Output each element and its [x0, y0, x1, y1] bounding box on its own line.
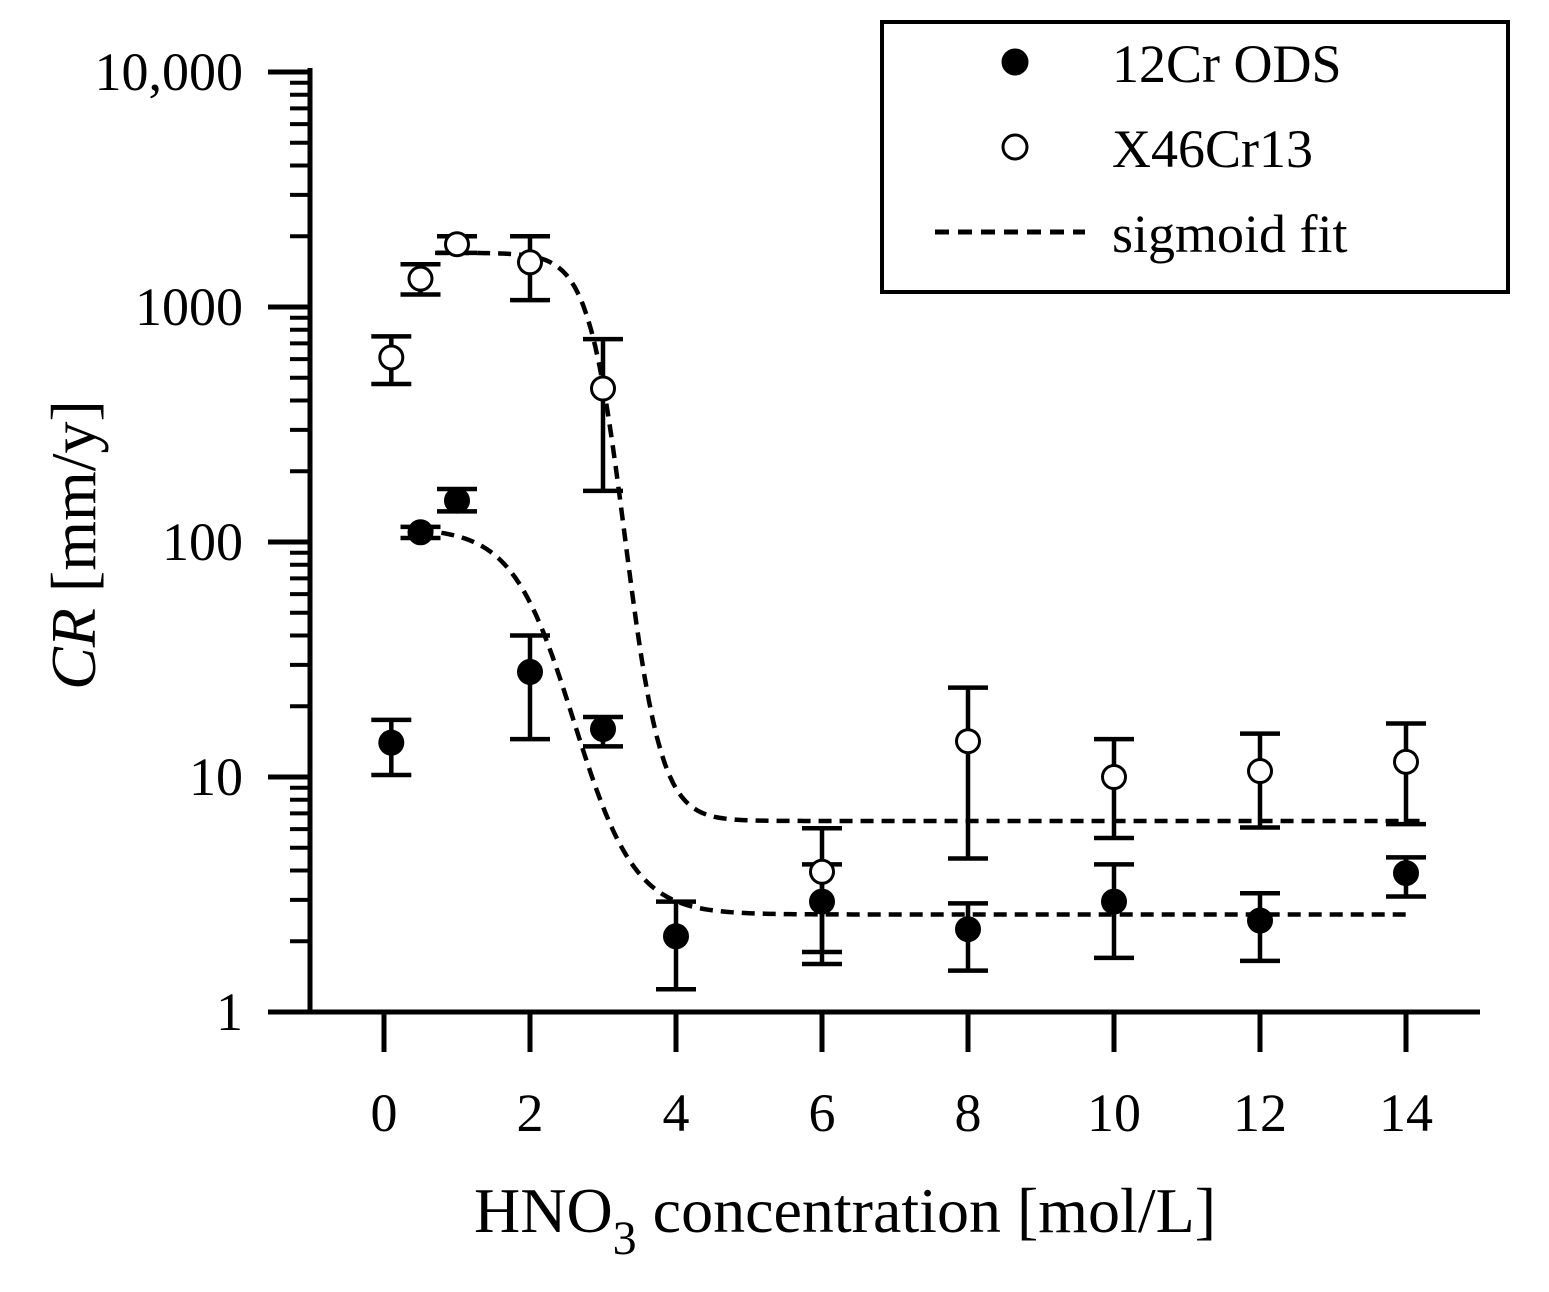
- y-tick-label-1000: 1000: [135, 277, 243, 337]
- y-tick-label-100: 100: [162, 512, 243, 572]
- data-point-x46cr13: [809, 858, 835, 885]
- data-point-x46cr13: [1101, 764, 1127, 790]
- data-point-x46cr13: [1393, 748, 1419, 775]
- x-tick-label-4: 4: [663, 1083, 690, 1143]
- data-point-12cr-ods: [809, 888, 835, 915]
- data-point-12cr-ods: [1101, 888, 1127, 915]
- x-tick-label-8: 8: [955, 1083, 982, 1143]
- legend-label-sigmoid-fit: sigmoid fit: [1112, 204, 1348, 264]
- y-tick-label-10: 10: [189, 747, 243, 807]
- legend-marker-x46cr13: [1001, 133, 1029, 161]
- x-tick-label-6: 6: [809, 1083, 836, 1143]
- sigmoid-fits: [420, 250, 1421, 917]
- legend-box: [880, 20, 1510, 294]
- legend: 12Cr ODS X46Cr13 sigmoid fit: [880, 20, 1510, 294]
- y-major-ticks: [268, 69, 310, 1015]
- error-bar-x46cr13: [948, 685, 988, 861]
- y-tick-label-1: 1: [216, 982, 243, 1042]
- x-tick-label-12: 12: [1233, 1083, 1287, 1143]
- data-point-12cr-ods: [444, 487, 470, 514]
- data-point-x46cr13: [378, 344, 405, 371]
- data-point-12cr-ods: [407, 519, 434, 546]
- data-point-x46cr13: [517, 249, 543, 276]
- data-point-x46cr13: [590, 375, 616, 402]
- error-bars: [371, 234, 1426, 992]
- data-point-12cr-ods: [1393, 860, 1419, 887]
- error-bar-x46cr13: [583, 336, 623, 494]
- fit-curve-x46cr13-fit: [435, 250, 1421, 824]
- x-tick-label-2: 2: [517, 1083, 544, 1143]
- data-point-x46cr13: [955, 728, 981, 755]
- fit-curve-12cr-ods-fit: [420, 528, 1406, 917]
- data-point-12cr-ods: [590, 716, 616, 743]
- y-minor-ticks: [290, 80, 310, 944]
- x-axis-title: HNO3 concentration [mol/L]: [474, 1175, 1216, 1265]
- legend-label-x46cr13: X46Cr13: [1112, 119, 1313, 179]
- data-point-x46cr13: [407, 265, 434, 292]
- data-point-12cr-ods: [955, 916, 981, 943]
- x-ticks: [381, 1012, 1409, 1052]
- legend-label-12cr-ods: 12Cr ODS: [1112, 34, 1342, 94]
- y-tick-label-10-000: 10,000: [95, 42, 244, 102]
- x-tick-labels: 0 2 4 6 8 10 12 14: [371, 1083, 1434, 1143]
- x-tick-label-10: 10: [1087, 1083, 1141, 1143]
- y-tick-labels: 1 10 100 1000 10,000: [95, 42, 244, 1042]
- data-point-x46cr13: [1247, 758, 1273, 785]
- legend-marker-12cr-ods: [1001, 48, 1029, 76]
- data-point-12cr-ods: [517, 658, 543, 685]
- data-point-x46cr13: [444, 231, 470, 258]
- data-point-12cr-ods: [663, 923, 689, 950]
- data-point-12cr-ods: [1247, 907, 1273, 934]
- error-bar-12cr-ods: [510, 633, 550, 742]
- x-tick-label-0: 0: [371, 1083, 398, 1143]
- x-tick-label-14: 14: [1379, 1083, 1433, 1143]
- y-axis-title: CR [mm/y]: [38, 400, 109, 690]
- data-point-12cr-ods: [378, 729, 405, 756]
- data-points: [378, 231, 1419, 950]
